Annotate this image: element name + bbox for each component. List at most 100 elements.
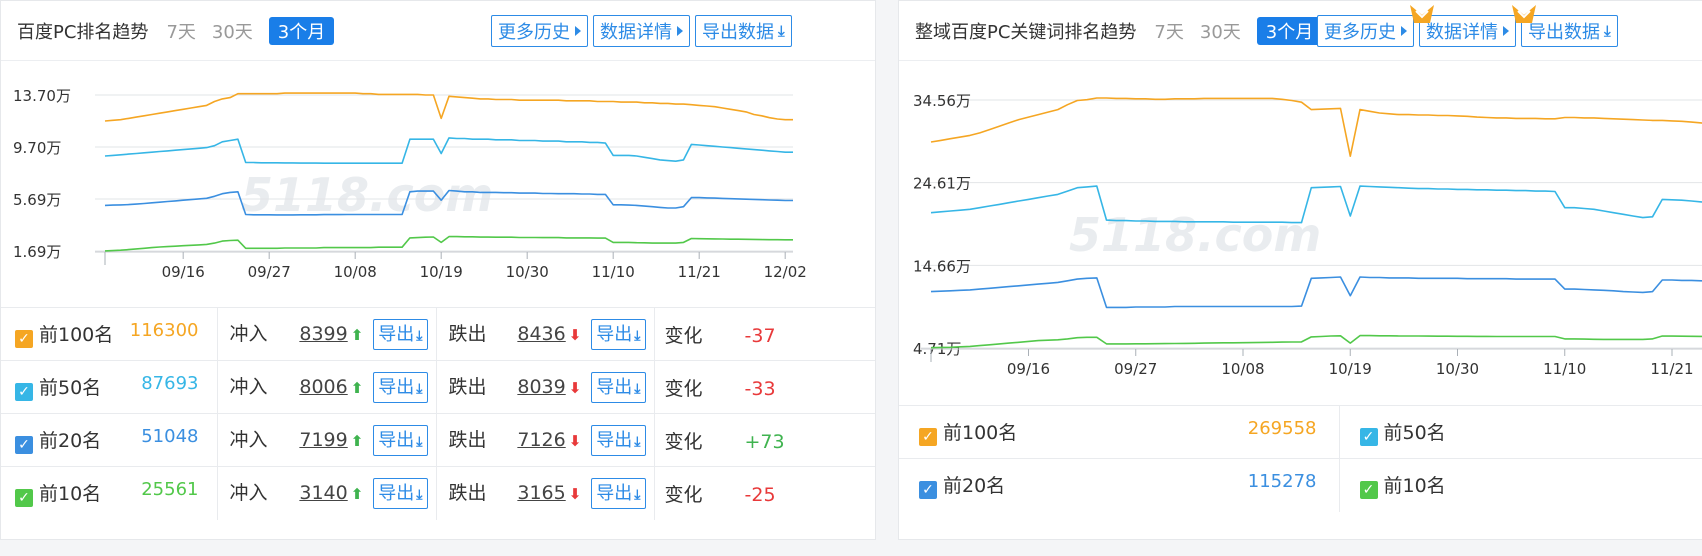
arrow-down-icon: ⬇: [568, 484, 582, 503]
range-3m[interactable]: 3个月: [268, 16, 335, 45]
more-history-button[interactable]: 更多历史: [491, 15, 588, 47]
x-tick-label: 10/30: [506, 263, 549, 281]
x-tick-label: 10/19: [1329, 360, 1372, 378]
y-tick-label: 5.69万: [13, 191, 61, 209]
x-tick-label: 09/27: [1114, 360, 1157, 378]
checkbox-checked-icon[interactable]: ✓: [1359, 481, 1378, 500]
checkbox-checked-icon[interactable]: ✓: [15, 489, 33, 508]
range-30d[interactable]: 30天: [1199, 21, 1241, 43]
export-out-button[interactable]: 导出 ⤓: [591, 424, 646, 456]
checkbox-checked-icon[interactable]: ✓: [15, 436, 33, 454]
ranking-trend-chart: 5118.com 13.70万 9.70万 5.69万 1.69万 09/16 09/27 1…: [1, 61, 875, 307]
x-tick-label: 11/21: [678, 263, 721, 281]
in-label: 冲入: [229, 322, 268, 345]
out-count-link[interactable]: 8436: [517, 322, 566, 345]
out-count-link[interactable]: 3165: [517, 481, 566, 504]
chevron-right-icon: [575, 26, 581, 36]
export-in-button[interactable]: 导出 ⤓: [373, 477, 428, 509]
change-label: 变化: [664, 324, 703, 347]
range-3m[interactable]: 3个月: [1256, 16, 1323, 45]
download-icon: ⤓: [634, 380, 641, 397]
range-7d[interactable]: 7天: [166, 21, 196, 43]
export-out-button[interactable]: 导出 ⤓: [591, 477, 646, 509]
out-label: 跌出: [448, 375, 487, 398]
export-out-button[interactable]: 导出 ⤓: [591, 371, 646, 403]
checkbox-checked-icon[interactable]: ✓: [15, 330, 33, 348]
in-cell: 冲入 7199 ⬆ 导出 ⤓: [217, 413, 437, 467]
change-value: +73: [744, 430, 785, 453]
in-count-link[interactable]: 7199: [299, 428, 348, 451]
download-icon: ⤓: [1604, 22, 1611, 40]
in-count-link[interactable]: 3140: [299, 481, 348, 504]
y-tick-label: 1.69万: [13, 243, 61, 261]
range-7d[interactable]: 7天: [1154, 21, 1184, 43]
arrow-down-icon: ⬇: [568, 378, 582, 397]
rank-label: 前100名: [943, 422, 1018, 444]
more-history-button[interactable]: 更多历史: [1317, 15, 1414, 47]
out-label: 跌出: [448, 481, 487, 504]
export-in-button[interactable]: 导出 ⤓: [373, 371, 428, 403]
y-tick-label: 34.56万: [913, 92, 971, 110]
series-line-2: [930, 276, 1702, 309]
series-line-3: [104, 235, 793, 252]
rank-cell: ✓ 前50名 87693: [1, 360, 218, 414]
export-data-button[interactable]: 导出数据 ⤓: [695, 15, 792, 47]
domain-keyword-trend-chart: 5118.com 34.56万 24.61万 14.66万 4.71万 09/16 09/2…: [899, 61, 1702, 405]
series-line-3: [930, 334, 1702, 349]
download-icon: ⤓: [416, 327, 423, 344]
change-label: 变化: [664, 483, 703, 506]
x-tick-label: 12/02: [764, 263, 807, 281]
export-data-button[interactable]: 导出数据 ⤓: [1512, 5, 1618, 47]
rank-value: 25561: [141, 479, 199, 501]
table-row: ✓ 前20名 51048 冲入 7199 ⬆ 导出 ⤓ 跌出 7126 ⬇ 导出 ⤓ 变化 +73: [1, 413, 875, 467]
out-cell: 跌出 3165 ⬇ 导出 ⤓: [436, 466, 655, 520]
change-label: 变化: [664, 377, 703, 400]
rank-label: 前10名: [1383, 475, 1446, 498]
out-count-link[interactable]: 7126: [517, 428, 566, 451]
x-tick-label: 10/19: [420, 263, 463, 281]
ranking-stats-table: ✓ 前100名 116300 冲入 8399 ⬆ 导出 ⤓ 跌出 8436 ⬇ 导出 ⤓ 变化 -37 ✓ 前5…: [1, 307, 875, 520]
in-count-link[interactable]: 8399: [299, 322, 348, 345]
download-icon: ⤓: [416, 380, 423, 397]
out-cell: 跌出 8436 ⬇ 导出 ⤓: [436, 307, 655, 361]
arrow-down-icon: ⬇: [568, 431, 582, 450]
domain-keyword-trend-panel: 整域百度PC关键词排名趋势 7天 30天 3个月 更多历史 数据详情 导出数据 ⤓…: [898, 0, 1702, 540]
checkbox-checked-icon[interactable]: ✓: [919, 481, 937, 500]
download-icon: ⤓: [416, 433, 423, 450]
rank-value: 87693: [141, 373, 199, 394]
export-in-button[interactable]: 导出 ⤓: [373, 424, 428, 456]
arrow-up-icon: ⬆: [350, 431, 364, 450]
panel-title: 整域百度PC关键词排名趋势: [915, 21, 1137, 43]
y-tick-label: 24.61万: [913, 175, 971, 193]
rank-label: 前50名: [39, 377, 102, 399]
export-out-button[interactable]: 导出 ⤓: [591, 318, 646, 350]
rank-label: 前10名: [39, 483, 102, 506]
out-cell: 跌出 7126 ⬇ 导出 ⤓: [436, 413, 655, 467]
data-details-button[interactable]: 数据详情: [1410, 5, 1516, 47]
rank-value: 116300: [129, 320, 199, 341]
watermark-text: 5118.com: [1069, 208, 1321, 262]
series-line-0: [930, 97, 1702, 157]
in-count-link[interactable]: 8006: [299, 375, 348, 398]
checkbox-checked-icon[interactable]: ✓: [919, 428, 937, 446]
arrow-up-icon: ⬆: [350, 325, 364, 344]
out-count-link[interactable]: 8039: [517, 375, 566, 398]
change-value: -25: [744, 483, 776, 506]
chevron-right-icon: [1503, 26, 1509, 36]
download-icon: ⤓: [634, 327, 641, 344]
rank-label: 前100名: [39, 324, 114, 346]
checkbox-checked-icon[interactable]: ✓: [15, 383, 33, 401]
checkbox-checked-icon[interactable]: ✓: [1359, 428, 1378, 446]
data-details-button[interactable]: 数据详情: [593, 15, 690, 47]
x-tick-label: 11/21: [1650, 360, 1693, 378]
chevron-right-icon: [677, 26, 683, 36]
header-buttons: 更多历史 数据详情 导出数据 ⤓: [491, 15, 792, 47]
range-30d[interactable]: 30天: [211, 21, 253, 43]
in-cell: 冲入 3140 ⬆ 导出 ⤓: [217, 466, 437, 520]
export-in-button[interactable]: 导出 ⤓: [373, 318, 428, 350]
rank-cell: ✓ 前100名 116300: [1, 307, 218, 361]
